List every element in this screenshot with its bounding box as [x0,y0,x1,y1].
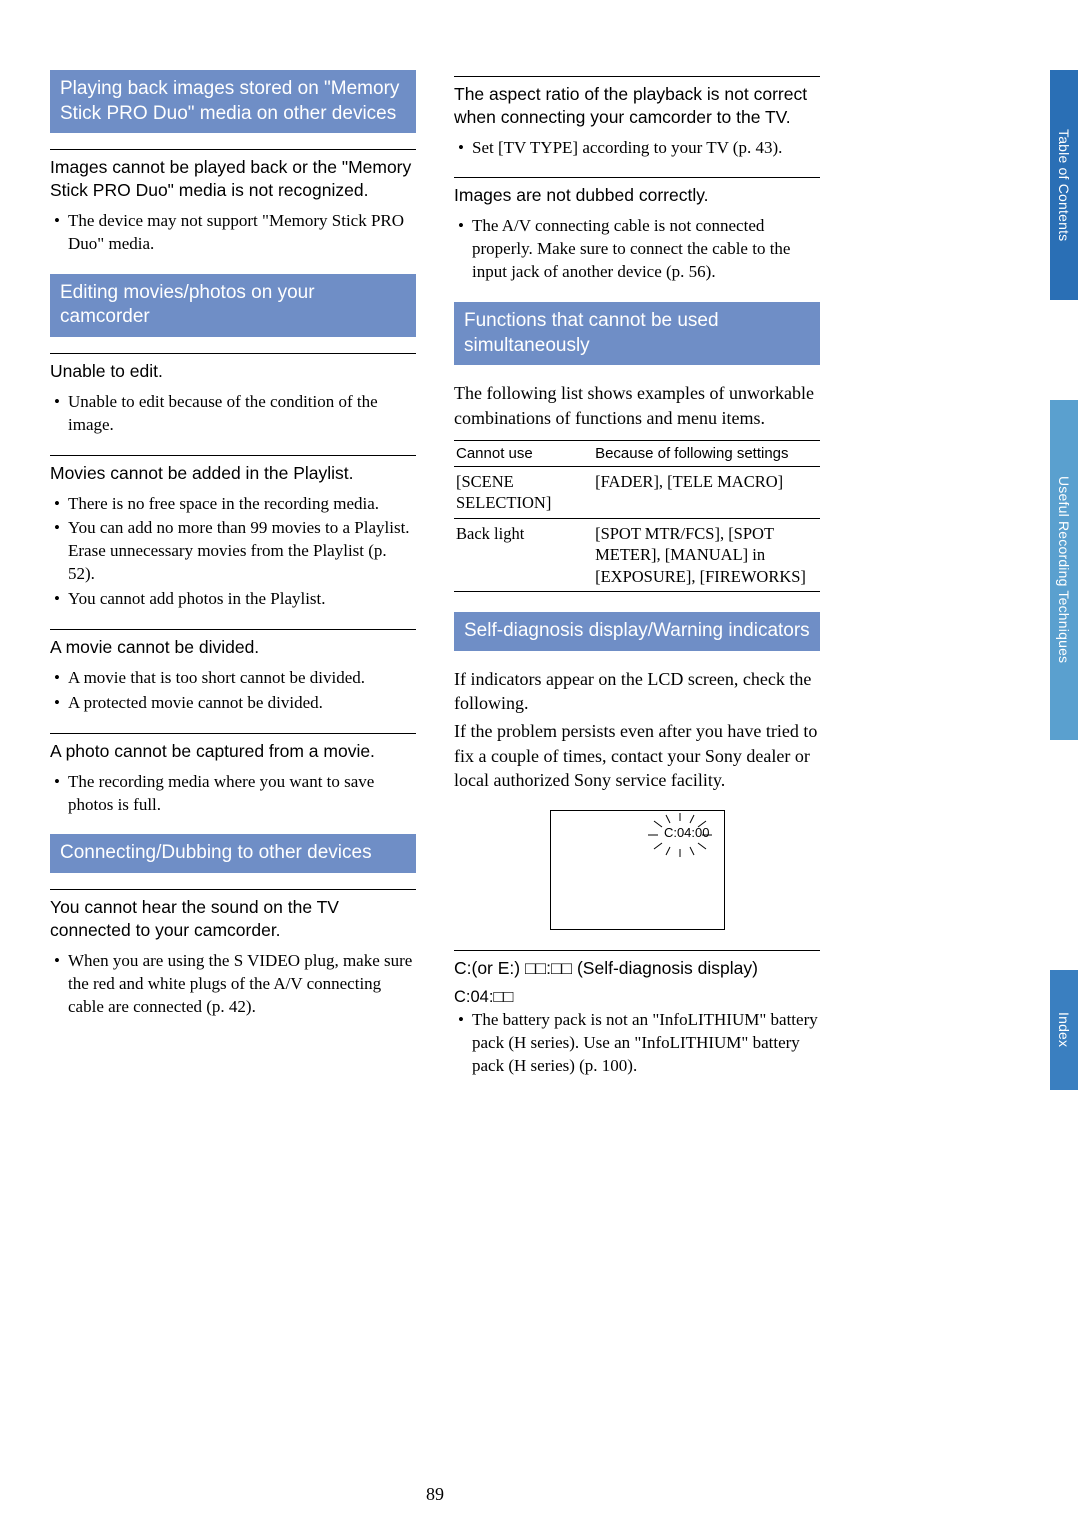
topic-heading: Images are not dubbed correctly. [454,184,820,207]
body-paragraph: If the problem persists even after you h… [454,719,820,792]
topic-heading: Unable to edit. [50,360,416,383]
divider [50,733,416,734]
bullet-list: Unable to edit because of the condition … [50,391,416,437]
tab-table-of-contents[interactable]: Table of Contents [1050,70,1078,300]
body-paragraph: The following list shows examples of unw… [454,381,820,430]
divider [454,950,820,951]
bullet-list: The recording media where you want to sa… [50,771,416,817]
sub-heading: C:04:□□ [454,988,820,1007]
bullet-item: You cannot add photos in the Playlist. [54,588,416,611]
bullet-item: When you are using the S VIDEO plug, mak… [54,950,416,1019]
divider [50,149,416,150]
bullet-item: The battery pack is not an "InfoLITHIUM"… [458,1009,820,1078]
divider [454,177,820,178]
function-combo-table: Cannot use Because of following settings… [454,440,820,592]
bullet-item: A movie that is too short cannot be divi… [54,667,416,690]
bullet-item: The recording media where you want to sa… [54,771,416,817]
topic-heading: A photo cannot be captured from a movie. [50,740,416,763]
tab-index[interactable]: Index [1050,970,1078,1090]
bullet-list: A movie that is too short cannot be divi… [50,667,416,715]
page-content: Playing back images stored on "Memory St… [0,0,870,1136]
section-heading: Playing back images stored on "Memory St… [50,70,416,133]
bullet-item: Unable to edit because of the condition … [54,391,416,437]
bullet-item: A protected movie cannot be divided. [54,692,416,715]
topic-heading: A movie cannot be divided. [50,636,416,659]
section-heading: Functions that cannot be used simultaneo… [454,302,820,365]
bullet-item: You can add no more than 99 movies to a … [54,517,416,586]
bullet-list: The battery pack is not an "InfoLITHIUM"… [454,1009,820,1078]
side-tabs: Table of Contents Useful Recording Techn… [1050,70,1080,1090]
topic-heading: C:(or E:) □□:□□ (Self-diagnosis display) [454,957,820,980]
right-column: The aspect ratio of the playback is not … [454,70,820,1096]
bullet-item: There is no free space in the recording … [54,493,416,516]
table-cell: [SPOT MTR/FCS], [SPOT METER], [MANUAL] i… [593,518,820,591]
bullet-list: When you are using the S VIDEO plug, mak… [50,950,416,1019]
topic-heading: Movies cannot be added in the Playlist. [50,462,416,485]
tab-recording-techniques[interactable]: Useful Recording Techniques [1050,400,1078,740]
body-paragraph: If indicators appear on the LCD screen, … [454,667,820,716]
tab-spacer [1050,300,1062,400]
divider [50,455,416,456]
bullet-item: Set [TV TYPE] according to your TV (p. 4… [458,137,820,160]
bullet-list: The A/V connecting cable is not connecte… [454,215,820,284]
table-cell: Back light [454,518,593,591]
section-heading: Editing movies/photos on your camcorder [50,274,416,337]
divider [50,353,416,354]
table-cell: [FADER], [TELE MACRO] [593,466,820,518]
bullet-item: The A/V connecting cable is not connecte… [458,215,820,284]
table-header: Cannot use [454,440,593,466]
bullet-list: There is no free space in the recording … [50,493,416,612]
tab-spacer [1050,740,1062,970]
bullet-list: Set [TV TYPE] according to your TV (p. 4… [454,137,820,160]
section-heading: Self-diagnosis display/Warning indicator… [454,612,820,651]
page-number: 89 [0,1484,870,1505]
bullet-item: The device may not support "Memory Stick… [54,210,416,256]
topic-heading: Images cannot be played back or the "Mem… [50,156,416,202]
divider [454,76,820,77]
table-row: [SCENE SELECTION] [FADER], [TELE MACRO] [454,466,820,518]
topic-heading: The aspect ratio of the playback is not … [454,83,820,129]
left-column: Playing back images stored on "Memory St… [50,70,416,1096]
section-heading: Connecting/Dubbing to other devices [50,834,416,873]
table-row: Back light [SPOT MTR/FCS], [SPOT METER],… [454,518,820,591]
lcd-illustration: C:04:00 [550,810,725,930]
bullet-list: The device may not support "Memory Stick… [50,210,416,256]
divider [50,629,416,630]
lcd-error-code: C:04:00 [664,825,710,840]
topic-heading: You cannot hear the sound on the TV conn… [50,896,416,942]
divider [50,889,416,890]
table-cell: [SCENE SELECTION] [454,466,593,518]
table-header: Because of following settings [593,440,820,466]
